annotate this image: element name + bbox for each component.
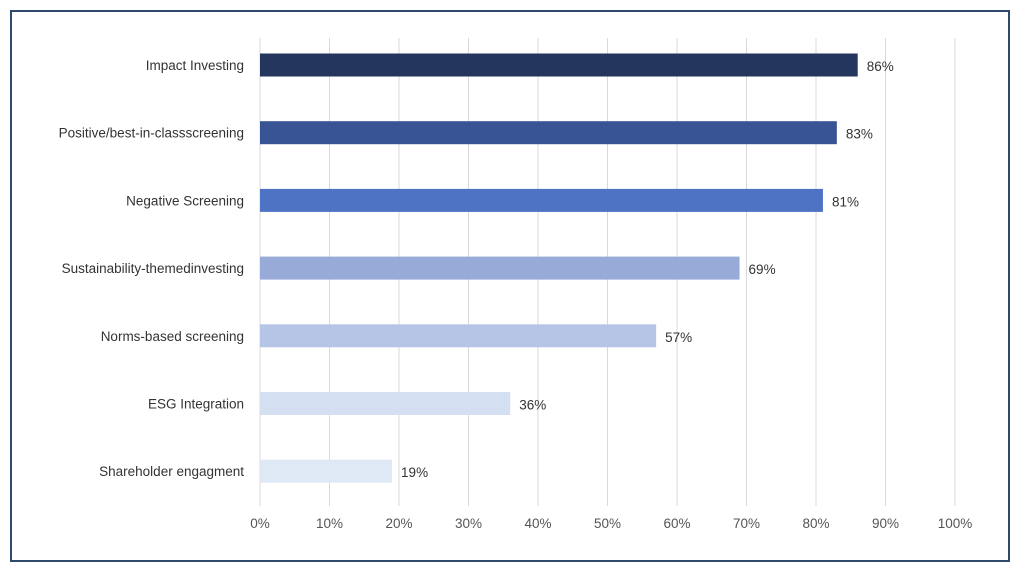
x-tick-label: 90% [872,516,899,531]
data-label: 83% [846,127,873,142]
x-tick-label: 30% [455,516,482,531]
data-label: 69% [749,262,776,277]
category-label: Shareholder engagment [99,464,244,479]
data-label: 36% [519,398,546,413]
category-label: ESG Integration [148,397,244,412]
bar [260,392,511,415]
x-tick-label: 20% [385,516,412,531]
category-label: Negative Screening [126,193,244,208]
x-tick-label: 80% [802,516,829,531]
x-tick-label: 10% [316,516,343,531]
bars [260,53,858,483]
category-label: Positive/best-in-classscreening [59,126,244,141]
x-tick-label: 70% [733,516,760,531]
data-label: 19% [401,465,428,480]
gridlines [259,38,956,506]
category-labels: Impact Investing Positive/best-in-classsc… [59,58,245,479]
bar [260,188,823,212]
bar [260,53,858,77]
data-labels: 86% 83% 81% 69% 57% 36% 19% [401,59,894,480]
x-tick-label: 100% [938,516,973,531]
x-tick-label: 50% [594,516,621,531]
x-tick-label: 40% [524,516,551,531]
bar [260,324,657,348]
category-label: Impact Investing [146,58,244,73]
x-tick-label: 60% [663,516,690,531]
category-label: Norms-based screening [101,329,244,344]
x-tick-label: 0% [250,516,270,531]
data-label: 57% [665,330,692,345]
bar [260,256,740,280]
x-axis-ticks: 0% 10% 20% 30% 40% 50% 60% 70% 80% 90% 100% [250,516,972,531]
category-label: Sustainability-themedinvesting [62,261,244,276]
bar [260,459,393,483]
bar [260,121,837,145]
data-label: 81% [832,194,859,209]
chart-frame [10,10,1010,562]
data-label: 86% [867,59,894,74]
